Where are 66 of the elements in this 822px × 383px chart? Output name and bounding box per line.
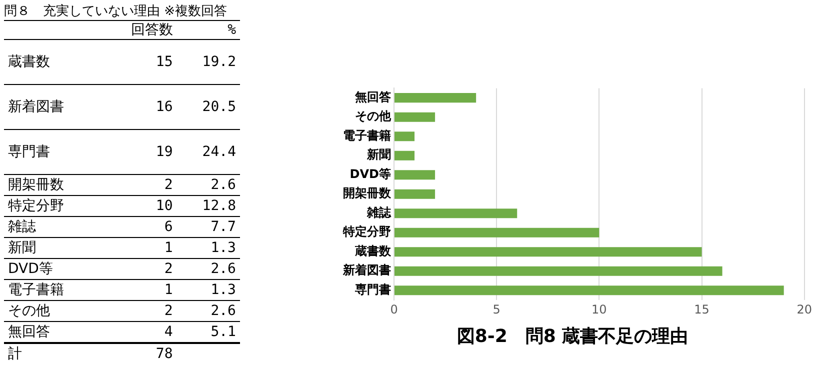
bar xyxy=(394,228,600,238)
data-label: 4 xyxy=(163,322,174,342)
y-tick-label: 無回答 xyxy=(354,90,392,104)
data-label: 10 xyxy=(154,197,174,216)
data-label: 6 xyxy=(163,218,174,237)
data-label: 1 xyxy=(163,281,174,300)
category-label: DVD等 xyxy=(7,260,54,279)
bar xyxy=(394,208,518,218)
data-label: 20.5 xyxy=(201,98,237,117)
category-label: 計 xyxy=(7,344,23,364)
bar xyxy=(394,247,702,257)
category-label: 開架冊数 xyxy=(7,176,65,195)
category-label: 電子書籍 xyxy=(7,281,65,300)
category-label: 新着図書 xyxy=(7,98,65,117)
data-label: 15 xyxy=(154,53,174,72)
category-label: 無回答 xyxy=(7,322,51,342)
data-label: 19 xyxy=(154,143,174,162)
data-label: 78 xyxy=(154,344,174,364)
category-label: 蔵書数 xyxy=(7,53,51,72)
data-label: 2.6 xyxy=(210,260,237,279)
bar xyxy=(394,189,436,199)
data-label: 24.4 xyxy=(201,143,237,162)
y-tick-label: 開架冊数 xyxy=(343,186,392,200)
y-tick-label: 特定分野 xyxy=(342,224,391,239)
data-label: 1.3 xyxy=(210,239,237,258)
bar xyxy=(394,112,436,122)
x-tick-label: 15 xyxy=(694,302,710,316)
text: 問８ 充実していない理由 ※複数回答 xyxy=(4,3,228,20)
data-label: 1 xyxy=(163,239,174,258)
data-label: 2 xyxy=(163,176,174,195)
y-tick-label: DVD等 xyxy=(350,166,391,181)
y-tick-label: 電子書籍 xyxy=(343,128,391,142)
data-label: 16 xyxy=(154,98,174,117)
category-label: 新聞 xyxy=(7,239,37,258)
data-label: 5.1 xyxy=(210,322,237,342)
text: 回答数 xyxy=(130,21,174,40)
data-label: 19.2 xyxy=(201,53,237,72)
y-tick-label: その他 xyxy=(355,109,392,124)
y-tick-label: 新聞 xyxy=(366,148,391,162)
category-label: 雑誌 xyxy=(7,218,37,237)
text: 図8-2 問8 蔵書不足の理由 xyxy=(456,326,688,347)
data-label: 2 xyxy=(163,260,174,279)
category-label: その他 xyxy=(7,302,51,321)
bar xyxy=(394,286,784,296)
x-tick-label: 10 xyxy=(592,302,607,316)
data-label: 2.6 xyxy=(210,176,237,195)
bar xyxy=(394,266,722,276)
y-tick-label: 新着図書 xyxy=(342,263,391,278)
data-label: 2 xyxy=(163,302,174,321)
category-label: 特定分野 xyxy=(7,197,65,216)
bar xyxy=(394,170,436,180)
bar xyxy=(394,150,415,160)
data-label: 12.8 xyxy=(201,197,237,216)
y-tick-label: 蔵書数 xyxy=(354,244,392,258)
category-label: 専門書 xyxy=(7,143,51,162)
y-tick-label: 雑誌 xyxy=(366,205,392,220)
bar xyxy=(394,93,476,103)
x-tick-label: 20 xyxy=(796,302,812,316)
x-tick-label: 5 xyxy=(492,302,500,316)
bar xyxy=(394,132,415,142)
x-tick-label: 0 xyxy=(390,302,398,316)
data-label: 2.6 xyxy=(210,302,237,321)
y-tick-label: 専門書 xyxy=(354,282,391,296)
data-label: 7.7 xyxy=(210,218,237,237)
data-label: 1.3 xyxy=(210,281,237,300)
text: % xyxy=(226,21,237,40)
